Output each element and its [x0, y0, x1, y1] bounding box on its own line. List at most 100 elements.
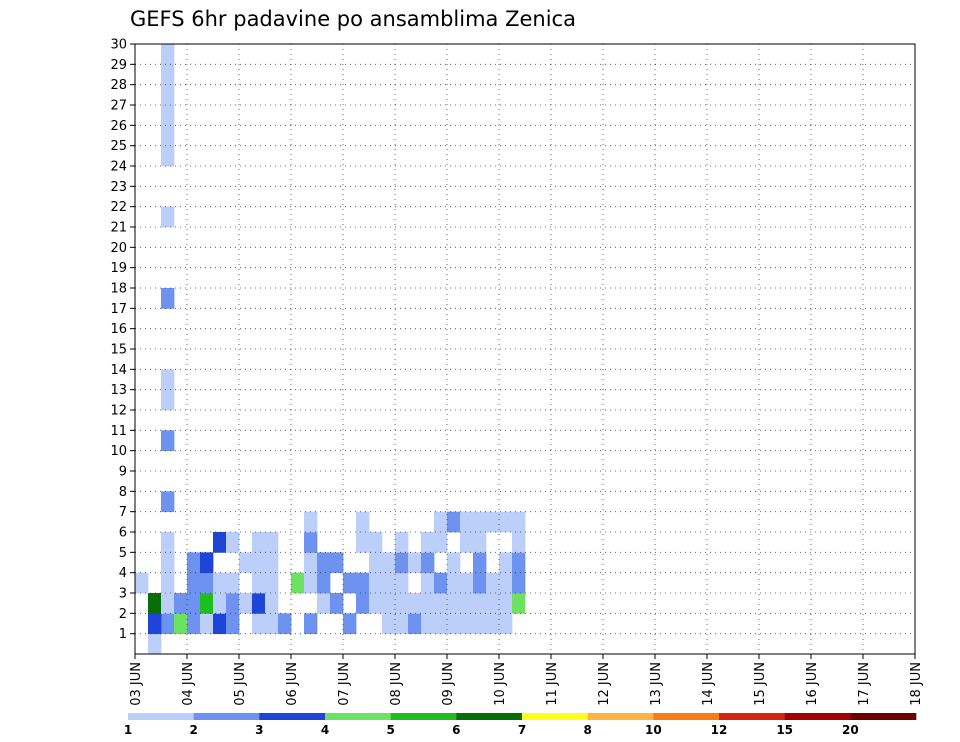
heatmap-cell [187, 572, 201, 594]
heatmap-cell [161, 145, 175, 167]
heatmap-cell [252, 572, 266, 594]
heatmap-cell [356, 511, 370, 533]
x-tick-label: 15 JUN [753, 662, 768, 706]
colorbar-swatch [719, 713, 785, 720]
heatmap-cell [200, 613, 214, 635]
heatmap-cell [148, 633, 162, 655]
heatmap-cell [486, 572, 500, 594]
y-tick-label: 5 [119, 546, 127, 561]
x-tick-label: 12 JUN [597, 662, 612, 706]
chart-title: GEFS 6hr padavine po ansamblima Zenica [130, 7, 576, 31]
x-tick-label: 14 JUN [701, 662, 716, 706]
y-tick-label: 26 [110, 119, 127, 134]
heatmap-cell [265, 572, 279, 594]
heatmap-cell [395, 613, 409, 635]
heatmap-cell [421, 593, 435, 614]
heatmap-cell [434, 593, 448, 614]
heatmap-cell [226, 613, 240, 635]
heatmap-cell [447, 613, 461, 635]
heatmap-cell [473, 593, 487, 614]
colorbar-swatch [259, 713, 326, 720]
heatmap-cell [161, 389, 175, 411]
heatmap-cell [304, 613, 318, 635]
heatmap-cell [317, 552, 331, 574]
heatmap-cell [174, 613, 188, 635]
heatmap-cell [304, 572, 318, 594]
heatmap-cell [265, 593, 279, 614]
y-tick-label: 21 [110, 221, 127, 236]
y-tick-label: 24 [110, 160, 127, 175]
heatmap-cell [265, 552, 279, 574]
y-tick-label: 27 [110, 99, 127, 114]
colorbar-swatch [587, 713, 654, 720]
heatmap-cell [252, 532, 266, 553]
y-tick-label: 28 [110, 78, 127, 93]
heatmap-cell [265, 613, 279, 635]
heatmap-cell [382, 593, 396, 614]
heatmap-cell [447, 593, 461, 614]
heatmap-cell [395, 552, 409, 574]
heatmap-cell [408, 613, 422, 635]
heatmap-cell [499, 593, 513, 614]
heatmap-cell [382, 572, 396, 594]
heatmap-cell [460, 572, 474, 594]
heatmap-cell [161, 125, 175, 147]
heatmap-cell [330, 593, 344, 614]
heatmap-cell [200, 552, 214, 574]
colorbar-swatch [390, 713, 457, 720]
y-tick-label: 15 [110, 343, 127, 358]
grid-lines [135, 44, 915, 654]
heatmap-cell [512, 511, 526, 533]
heatmap-cell [174, 593, 188, 614]
heatmap-cell [213, 593, 227, 614]
y-tick-label: 14 [110, 363, 127, 378]
y-tick-label: 10 [110, 444, 127, 459]
colorbar-label: 20 [842, 723, 859, 737]
colorbar-label: 12 [711, 723, 728, 737]
heatmap-cell [304, 511, 318, 533]
heatmap-cell [343, 613, 357, 635]
heatmap-cell [382, 552, 396, 574]
heatmap-cell [161, 44, 175, 65]
heatmap-cell [395, 593, 409, 614]
x-tick-label: 10 JUN [493, 662, 508, 706]
heatmap-cell [421, 613, 435, 635]
colorbar-label: 6 [452, 723, 460, 737]
y-tick-label: 8 [119, 485, 127, 500]
x-tick-label: 11 JUN [545, 662, 560, 706]
heatmap-cell [226, 532, 240, 553]
heatmap-cells [135, 44, 526, 655]
x-axis: 03 JUN 04 JUN 05 JUN 06 JUN 07 JUN 08 JUN 09 J… [129, 654, 924, 706]
heatmap-cell [499, 552, 513, 574]
heatmap-cell [369, 572, 383, 594]
heatmap-cell [304, 552, 318, 574]
colorbar-swatch [128, 713, 194, 720]
heatmap-cell [161, 369, 175, 391]
y-tick-label: 18 [110, 282, 127, 297]
heatmap-cell [330, 552, 344, 574]
heatmap-cell [395, 532, 409, 553]
heatmap-cell [434, 511, 448, 533]
heatmap-cell [226, 593, 240, 614]
colorbar-swatch [193, 713, 260, 720]
heatmap-cell [369, 593, 383, 614]
heatmap-cell [200, 572, 214, 594]
colorbar-label: 3 [255, 723, 263, 737]
heatmap-cell [317, 572, 331, 594]
y-tick-label: 23 [110, 180, 127, 195]
heatmap-cell [187, 613, 201, 635]
x-tick-label: 08 JUN [389, 662, 404, 706]
colorbar-label: 8 [583, 723, 591, 737]
y-tick-label: 7 [119, 505, 127, 520]
heatmap-cell [239, 552, 253, 574]
heatmap-cell [460, 511, 474, 533]
heatmap-cell [447, 572, 461, 594]
heatmap-cell [473, 532, 487, 553]
heatmap-cell [161, 552, 175, 574]
heatmap-cell [460, 613, 474, 635]
colorbar-swatch [456, 713, 523, 720]
heatmap-cell [473, 552, 487, 574]
x-tick-label: 17 JUN [857, 662, 872, 706]
heatmap-cell [460, 532, 474, 553]
colorbar-swatch [850, 713, 917, 720]
